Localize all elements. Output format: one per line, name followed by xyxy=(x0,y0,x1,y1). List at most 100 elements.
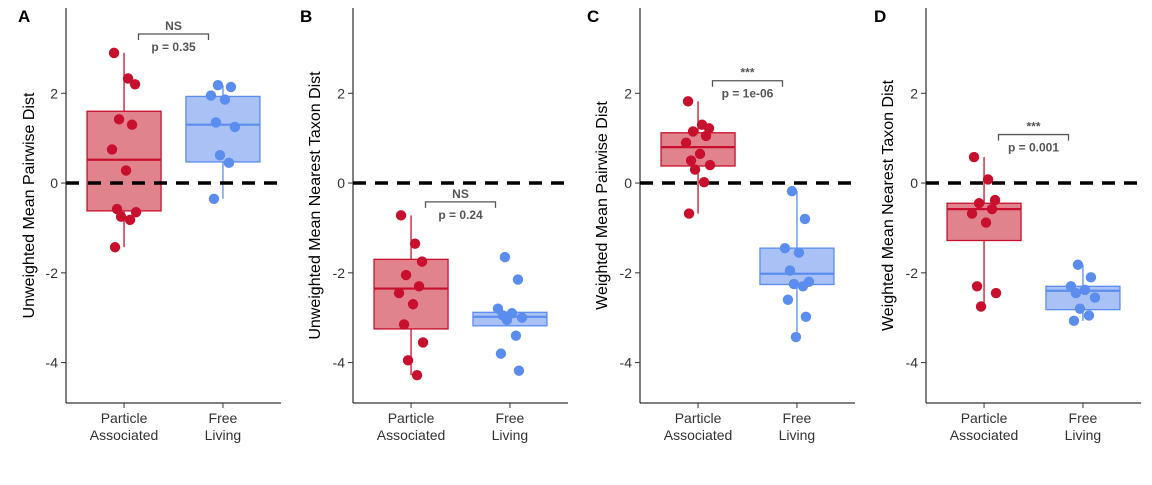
box-particle-associated xyxy=(86,52,162,248)
data-point xyxy=(214,150,226,161)
y-tick-label: 2 xyxy=(624,85,632,101)
p-value-label: p = 0.001 xyxy=(1008,141,1059,155)
panel-letter: C xyxy=(587,7,599,26)
data-point xyxy=(779,242,791,254)
data-point xyxy=(800,311,812,323)
panel-b: B Unweighted Mean Nearest Taxon Dist -4 -2 0… xyxy=(300,7,568,443)
data-point xyxy=(124,214,136,226)
significance-stars: *** xyxy=(1026,120,1040,134)
data-point xyxy=(210,117,222,128)
data-point xyxy=(212,80,224,91)
data-point xyxy=(966,208,978,219)
data-point xyxy=(416,256,428,267)
x-tick-label: Particle xyxy=(101,410,148,426)
x-tick-label: Particle xyxy=(388,410,435,426)
x-tick-label: Particle xyxy=(961,410,1008,426)
data-point xyxy=(982,174,994,185)
y-tick-label: 0 xyxy=(910,175,918,191)
data-point xyxy=(411,369,423,381)
data-point xyxy=(393,287,405,299)
data-point xyxy=(1072,259,1084,270)
data-point xyxy=(129,79,141,90)
significance-bracket xyxy=(424,201,497,208)
data-point xyxy=(126,119,138,130)
data-point xyxy=(698,176,710,188)
y-tick-label: 0 xyxy=(337,175,345,191)
data-point xyxy=(130,207,142,218)
data-point xyxy=(797,281,809,292)
data-point xyxy=(682,96,694,107)
y-tick-label: -2 xyxy=(620,265,633,281)
data-point xyxy=(402,355,414,366)
data-point xyxy=(400,269,412,281)
significance-stars: NS xyxy=(165,19,182,33)
x-tick-label: Particle xyxy=(675,410,722,426)
data-point xyxy=(680,137,692,148)
data-point xyxy=(113,114,125,125)
data-point xyxy=(685,155,697,166)
y-tick-label: -4 xyxy=(46,355,59,371)
data-point xyxy=(790,331,802,343)
box-iqr xyxy=(86,110,162,212)
panel-letter: A xyxy=(18,7,30,26)
y-tick-label: -2 xyxy=(906,265,919,281)
x-tick-label: Associated xyxy=(950,427,1018,443)
data-point xyxy=(786,185,798,197)
data-point xyxy=(108,47,120,59)
box-iqr xyxy=(373,258,449,330)
data-point xyxy=(1068,315,1080,327)
y-axis-label: Unweighted Mean Nearest Taxon Dist xyxy=(307,71,324,340)
y-tick-label: -4 xyxy=(906,355,919,371)
data-point xyxy=(510,330,522,341)
data-point xyxy=(229,121,241,133)
x-tick-label: Free xyxy=(1069,410,1098,426)
data-point xyxy=(225,81,237,93)
data-point xyxy=(219,94,231,105)
data-point xyxy=(223,157,235,169)
x-tick-label: Associated xyxy=(664,427,732,443)
data-point xyxy=(120,165,132,176)
significance-stars: *** xyxy=(740,66,754,80)
x-tick-label: Free xyxy=(209,410,238,426)
significance-bracket xyxy=(711,80,784,87)
box-particle-associated xyxy=(373,215,449,376)
data-point xyxy=(973,198,985,209)
data-point xyxy=(694,148,706,160)
significance-stars: NS xyxy=(452,187,469,201)
data-point xyxy=(115,211,127,222)
panel-letter: B xyxy=(300,7,312,26)
data-point xyxy=(793,247,805,258)
data-point xyxy=(980,217,992,228)
data-point xyxy=(111,203,123,215)
data-point xyxy=(1089,292,1101,303)
p-value-label: p = 0.24 xyxy=(438,208,483,222)
panel-a: A Unweighted Mean Pairwise Dist -4 -2 0 2 Part… xyxy=(18,7,281,443)
data-point xyxy=(683,208,695,219)
data-point xyxy=(395,210,407,221)
data-point xyxy=(1070,287,1082,299)
data-point xyxy=(512,274,524,285)
y-tick-label: 2 xyxy=(50,85,58,101)
data-point xyxy=(1079,284,1091,296)
data-point xyxy=(501,314,513,326)
y-tick-label: -2 xyxy=(46,265,59,281)
data-point xyxy=(968,151,980,163)
data-point xyxy=(499,251,511,263)
y-tick-label: -2 xyxy=(333,265,346,281)
data-point xyxy=(516,312,528,323)
data-point xyxy=(513,365,525,376)
data-point xyxy=(398,319,410,330)
data-point xyxy=(782,294,794,305)
x-tick-label: Associated xyxy=(377,427,445,443)
x-tick-label: Living xyxy=(492,427,529,443)
p-value-label: p = 0.35 xyxy=(151,40,196,54)
data-point xyxy=(495,348,507,359)
data-point xyxy=(989,194,1001,206)
x-tick-label: Living xyxy=(779,427,816,443)
data-point xyxy=(109,242,121,253)
y-axis-label: Weighted Mean Pairwise Dist xyxy=(594,101,611,310)
x-tick-label: Associated xyxy=(90,427,158,443)
data-point xyxy=(971,281,983,292)
